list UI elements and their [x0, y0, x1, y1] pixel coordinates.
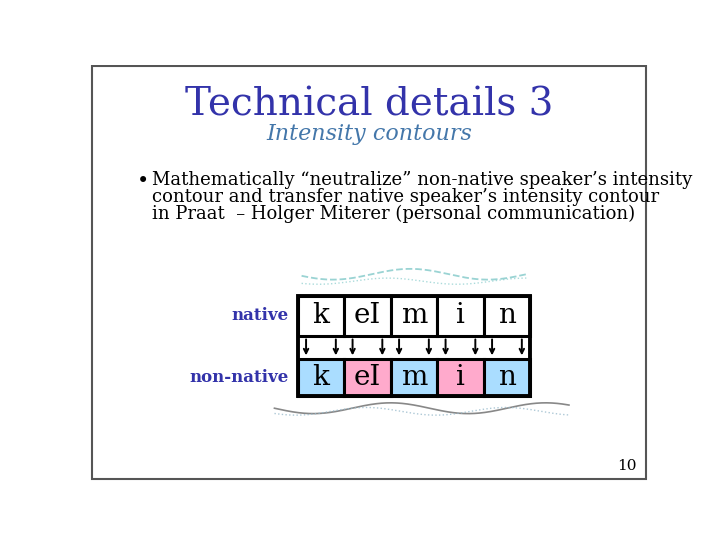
Text: k: k	[312, 364, 330, 391]
Bar	[344, 359, 391, 396]
Bar	[484, 359, 530, 396]
Bar	[297, 296, 344, 336]
Text: non-native: non-native	[189, 369, 289, 386]
Text: k: k	[312, 302, 330, 329]
Text: m: m	[401, 364, 427, 391]
Bar	[391, 296, 437, 336]
Text: n: n	[498, 302, 516, 329]
Bar	[344, 296, 391, 336]
Bar	[391, 359, 437, 396]
Text: native: native	[231, 307, 289, 325]
Bar	[484, 296, 530, 336]
Bar	[437, 359, 484, 396]
Text: n: n	[498, 364, 516, 391]
Text: Technical details 3: Technical details 3	[185, 86, 553, 123]
Bar	[437, 296, 484, 336]
Text: 10: 10	[617, 459, 636, 473]
Text: Mathematically “neutralize” non-native speaker’s intensity: Mathematically “neutralize” non-native s…	[152, 171, 692, 189]
Text: contour and transfer native speaker’s intensity contour: contour and transfer native speaker’s in…	[152, 188, 659, 206]
Text: m: m	[401, 302, 427, 329]
Bar	[297, 359, 344, 396]
Text: i: i	[456, 364, 465, 391]
Text: eI: eI	[354, 364, 381, 391]
Bar	[297, 296, 530, 396]
Text: eI: eI	[354, 302, 381, 329]
Text: i: i	[456, 302, 465, 329]
Text: Intensity contours: Intensity contours	[266, 123, 472, 145]
Text: in Praat  – Holger Miterer (personal communication): in Praat – Holger Miterer (personal comm…	[152, 205, 635, 223]
Text: •: •	[137, 171, 149, 191]
